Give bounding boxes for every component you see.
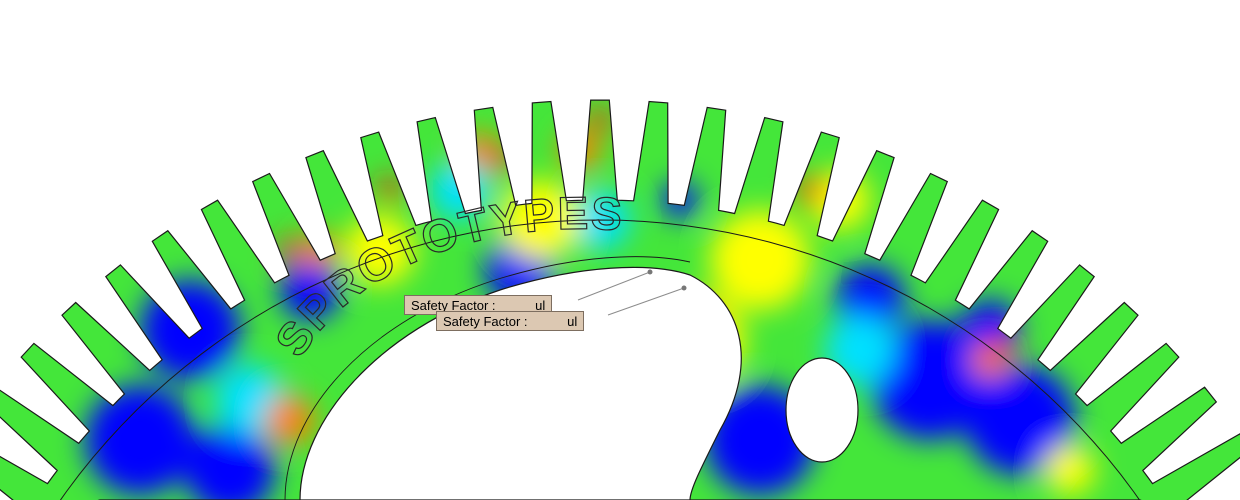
stress-blob	[280, 260, 340, 320]
probe-unit: ul	[567, 314, 578, 329]
stress-blob	[488, 148, 512, 172]
stress-blob	[265, 395, 315, 445]
inner-cutout	[299, 266, 742, 500]
safety-factor-probe-label[interactable]: Safety Factor : ul	[404, 295, 553, 315]
stress-blob	[345, 215, 415, 285]
inner-rim-edge	[284, 256, 691, 500]
stress-blob	[1045, 445, 1095, 495]
stress-blob	[988, 338, 1012, 362]
safety-factor-probe-label[interactable]: Safety Factor : ul	[436, 311, 585, 331]
stress-blob	[278, 238, 302, 262]
probe-leader-line	[607, 287, 685, 316]
probe-point-marker	[647, 269, 653, 275]
stress-blob	[870, 320, 990, 440]
stress-blob	[710, 210, 810, 310]
stress-blob	[378, 178, 402, 202]
probe-label-text: Safety Factor :	[411, 298, 496, 313]
probe-leader-line	[577, 271, 651, 301]
stress-blob	[965, 365, 1075, 475]
stress-blob	[140, 280, 240, 380]
stress-blob	[560, 130, 600, 170]
gear-inner-edge	[59, 219, 1141, 500]
stress-blob	[588, 108, 612, 132]
probe-unit: ul	[535, 298, 546, 313]
gear-outline	[0, 99, 1240, 500]
bolt-hole	[785, 357, 859, 463]
stress-blob	[796, 176, 824, 204]
stress-blob	[662, 182, 698, 218]
stress-blob	[185, 425, 275, 500]
probe-point-marker	[681, 285, 687, 291]
stress-blob	[85, 385, 195, 495]
probe-label-text: Safety Factor :	[443, 314, 528, 329]
